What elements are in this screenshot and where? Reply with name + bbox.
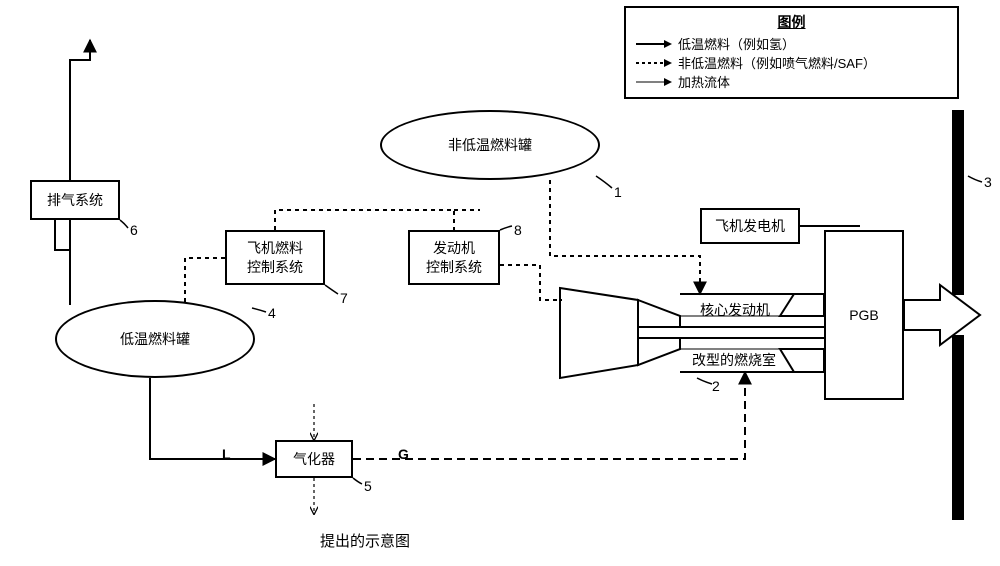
callout-2: 2: [712, 378, 720, 394]
mod-combustor-label: 改型的燃烧室: [692, 350, 776, 370]
prop-stripe-top: [952, 110, 964, 295]
engine-right-top: [780, 294, 824, 316]
non-cryo-tank: 非低温燃料罐: [380, 110, 600, 180]
legend-text-noncryo: 非低温燃料（例如喷气燃料/SAF）: [678, 53, 876, 72]
turbine-l2: 涡轮机: [582, 327, 624, 343]
callout-5: 5: [364, 478, 372, 494]
eng-ctrl-l1: 发动机: [433, 239, 475, 257]
ac-fuel-ctrl-l1: 飞机燃料: [247, 239, 303, 257]
turbine-l1: 动力: [589, 310, 617, 326]
engine-right-bot: [780, 349, 824, 372]
vaporizer: 气化器: [275, 440, 353, 478]
ac-fuel-ctrl-l2: 控制系统: [247, 258, 303, 276]
legend-title: 图例: [636, 12, 947, 32]
legend-arrow-solid: [636, 38, 672, 50]
core-engine-label: 核心发动机: [700, 300, 770, 320]
engine-control: 发动机 控制系统: [408, 230, 500, 285]
label-L: L: [222, 446, 231, 462]
legend-arrow-dotted: [636, 57, 672, 69]
legend-text-cryo: 低温燃料（例如氢）: [678, 34, 795, 53]
engine-top-funnel: [638, 300, 680, 327]
callout-8: 8: [514, 222, 522, 238]
pgb-label: PGB: [849, 306, 879, 324]
caption: 提出的示意图: [320, 530, 410, 551]
label-G: G: [398, 446, 409, 462]
legend-row-noncryo: 非低温燃料（例如喷气燃料/SAF）: [636, 53, 947, 72]
prop-stripe-bot: [952, 335, 964, 520]
cryo-tank: 低温燃料罐: [55, 300, 255, 378]
non-cryo-tank-label: 非低温燃料罐: [448, 135, 532, 155]
callout-6: 6: [130, 222, 138, 238]
eng-ctrl-l2: 控制系统: [426, 258, 482, 276]
callout-3: 3: [984, 174, 992, 190]
engine-bot-funnel: [638, 338, 680, 365]
callout-1: 1: [614, 184, 622, 200]
callout-4: 4: [268, 305, 276, 321]
aircraft-fuel-control: 飞机燃料 控制系统: [225, 230, 325, 285]
legend-row-cryo: 低温燃料（例如氢）: [636, 34, 947, 53]
exhaust-label: 排气系统: [47, 191, 103, 209]
pgb-box: PGB: [824, 230, 904, 400]
legend-arrow-thin: [636, 76, 672, 88]
callout-7: 7: [340, 290, 348, 306]
legend-text-heat: 加热流体: [678, 72, 730, 91]
aircraft-generator: 飞机发电机: [700, 208, 800, 244]
pgb-arrow: [904, 285, 980, 345]
turbine-label: 动力 涡轮机: [573, 310, 633, 344]
cryo-tank-label: 低温燃料罐: [120, 329, 190, 349]
legend-row-heat: 加热流体: [636, 72, 947, 91]
exhaust-system: 排气系统: [30, 180, 120, 220]
vaporizer-label: 气化器: [293, 450, 335, 468]
ac-gen-label: 飞机发电机: [715, 217, 785, 235]
legend-box: 图例 低温燃料（例如氢） 非低温燃料（例如喷气燃料/SAF） 加热流体: [624, 6, 959, 99]
